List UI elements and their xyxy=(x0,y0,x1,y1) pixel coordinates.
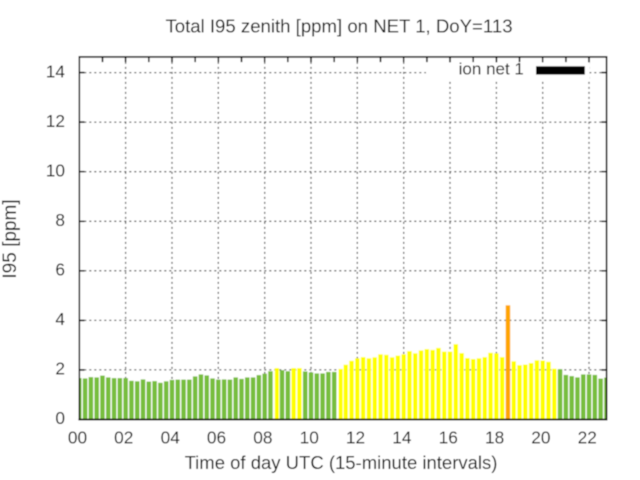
svg-text:14: 14 xyxy=(46,61,66,81)
svg-text:04: 04 xyxy=(161,427,181,447)
svg-text:I95 [ppm]: I95 [ppm] xyxy=(0,199,21,278)
svg-text:22: 22 xyxy=(578,427,597,447)
svg-text:14: 14 xyxy=(392,427,412,447)
svg-text:08: 08 xyxy=(253,427,272,447)
svg-text:00: 00 xyxy=(68,427,87,447)
svg-text:12: 12 xyxy=(46,111,65,131)
svg-text:10: 10 xyxy=(46,160,65,180)
svg-text:18: 18 xyxy=(485,427,504,447)
svg-text:02: 02 xyxy=(114,427,133,447)
svg-text:Total I95 zenith [ppm] on NET: Total I95 zenith [ppm] on NET 1, DoY=113 xyxy=(165,15,512,36)
svg-text:6: 6 xyxy=(55,260,65,280)
svg-text:ion net 1: ion net 1 xyxy=(459,59,524,78)
svg-text:12: 12 xyxy=(346,427,365,447)
svg-text:8: 8 xyxy=(55,210,65,230)
svg-text:4: 4 xyxy=(55,309,65,329)
svg-text:16: 16 xyxy=(439,427,458,447)
svg-text:06: 06 xyxy=(207,427,226,447)
svg-text:2: 2 xyxy=(55,359,65,379)
svg-text:10: 10 xyxy=(300,427,319,447)
svg-text:0: 0 xyxy=(55,408,65,428)
svg-text:Time of day UTC (15-minute int: Time of day UTC (15-minute intervals) xyxy=(185,452,498,473)
svg-text:20: 20 xyxy=(531,427,550,447)
